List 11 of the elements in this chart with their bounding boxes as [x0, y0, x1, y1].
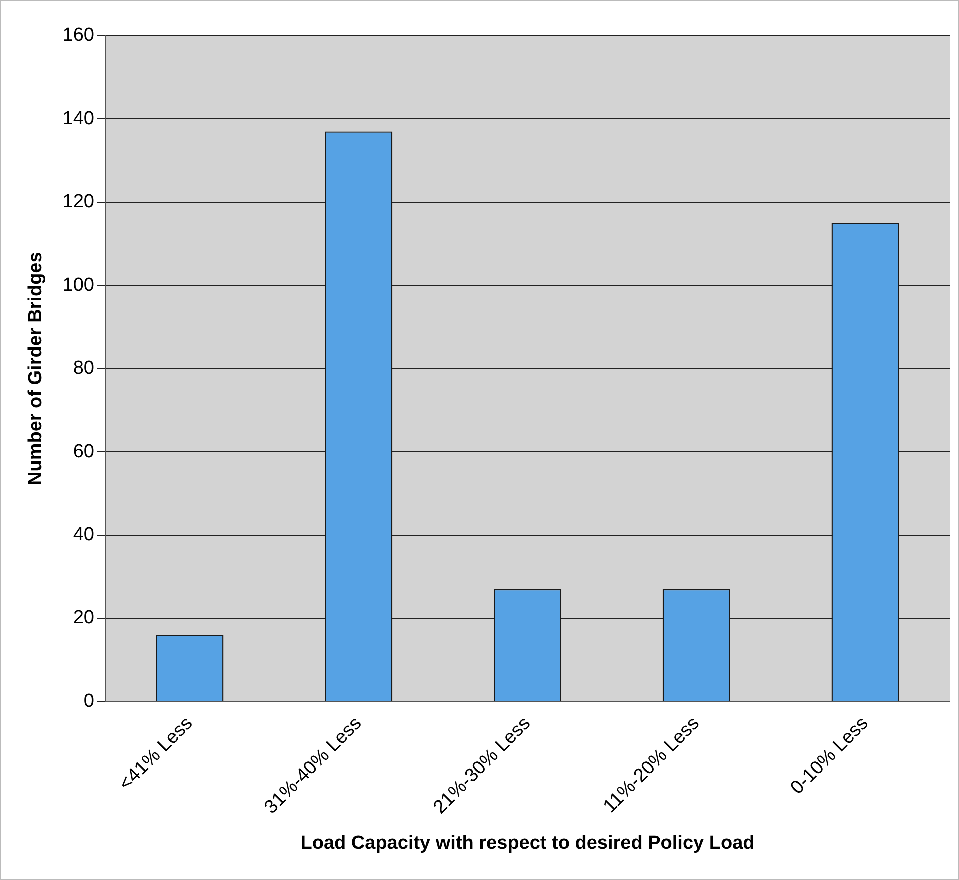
y-tick-label: 0	[84, 690, 94, 712]
y-tick-label: 20	[73, 608, 94, 629]
y-tick-label: 160	[62, 25, 94, 46]
y-axis-title: Number of Girder Bridges	[26, 252, 47, 486]
y-tick-label: 60	[73, 441, 94, 462]
y-tick-label: 40	[73, 524, 94, 546]
y-tick-label: 120	[62, 192, 94, 213]
y-tick-label: 80	[73, 358, 94, 380]
y-tick-label: 100	[62, 274, 94, 296]
x-axis-title: Load Capacity with respect to desired Policy Load	[300, 832, 755, 854]
y-tick-label: 140	[62, 108, 94, 130]
